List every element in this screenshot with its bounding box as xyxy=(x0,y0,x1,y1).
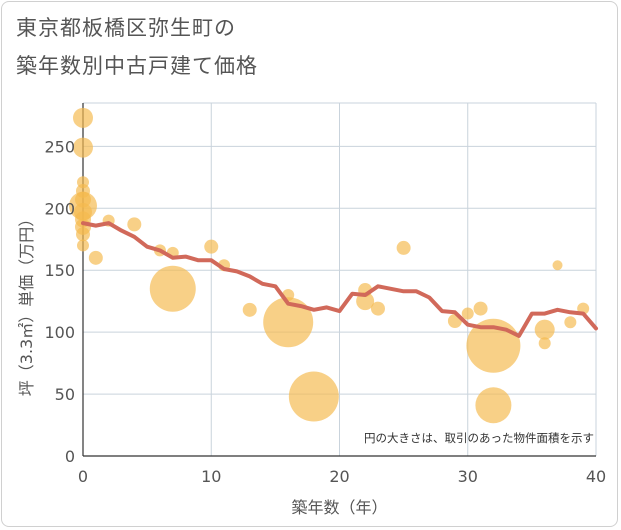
data-bubble xyxy=(466,318,521,373)
data-bubble xyxy=(475,387,512,424)
y-tick-label: 0 xyxy=(65,447,75,466)
data-bubble xyxy=(263,297,314,348)
data-bubble xyxy=(461,307,474,320)
data-bubble xyxy=(88,250,103,265)
data-bubble xyxy=(356,292,375,311)
data-bubble xyxy=(73,137,93,158)
data-bubble xyxy=(538,337,551,350)
data-bubble xyxy=(127,217,142,232)
data-bubble xyxy=(73,107,93,128)
data-bubble xyxy=(396,240,411,255)
x-tick-label: 0 xyxy=(78,467,88,486)
data-bubble xyxy=(242,302,257,317)
data-bubble xyxy=(288,371,339,422)
tick-layer: 0 10 20 30 40 0 50 100 150 200 250 xyxy=(44,137,606,486)
x-tick-label: 20 xyxy=(329,467,349,486)
data-bubble xyxy=(204,239,219,254)
chart-title-line2: 築年数別中古戸建て価格 xyxy=(16,54,258,78)
data-bubble xyxy=(473,301,488,316)
bubble-layer xyxy=(69,107,590,424)
chart-title-line1: 東京都板橋区弥生町の xyxy=(16,16,236,40)
data-bubble xyxy=(76,227,90,242)
average-price-line xyxy=(81,221,598,338)
data-bubble xyxy=(534,319,555,340)
line-layer xyxy=(81,221,598,338)
x-tick-label: 30 xyxy=(458,467,478,486)
data-bubble xyxy=(552,260,563,271)
x-tick-label: 40 xyxy=(586,467,606,486)
y-tick-label: 50 xyxy=(55,385,75,404)
data-bubble xyxy=(564,316,577,329)
x-axis-label: 築年数（年） xyxy=(291,498,387,517)
x-tick-label: 10 xyxy=(201,467,221,486)
y-axis-label: 坪（3.3㎡）単価（万円） xyxy=(17,211,36,396)
y-tick-label: 250 xyxy=(44,137,75,156)
data-bubble xyxy=(149,265,196,312)
y-tick-label: 100 xyxy=(44,323,75,342)
data-bubble xyxy=(77,239,89,252)
y-tick-label: 200 xyxy=(44,199,75,218)
data-bubble xyxy=(370,301,385,316)
y-tick-label: 150 xyxy=(44,261,75,280)
chart-note: 円の大きさは、取引のあった物件面積を示す xyxy=(364,431,594,445)
